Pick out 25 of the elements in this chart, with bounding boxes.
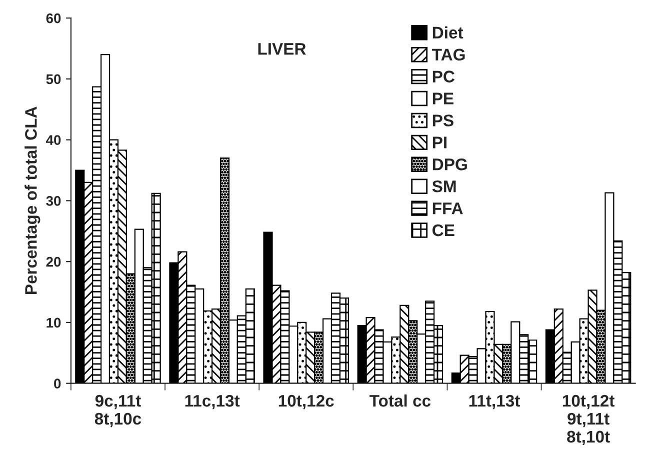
legend-label: FFA [432,202,463,214]
legend-label: SM [432,180,456,192]
y-tick-label: 20 [46,256,61,267]
x-tick-label: 9c,11t 8t,10c [94,394,142,428]
y-tick-label: 60 [46,13,61,24]
legend-label: DPG [432,158,467,170]
y-tick-label: 40 [46,135,61,145]
y-tick-label: 50 [46,74,61,84]
y-tick-label: 30 [46,196,61,206]
y-tick-label: 10 [46,318,61,328]
legend-label: PS [432,114,454,126]
y-tick-label: 0 [54,378,61,389]
x-tick-label: Total cc [369,394,431,407]
x-tick-label: 11t,13t [469,394,520,410]
legend-label: TAG [432,48,465,61]
text: LIVER [258,43,306,55]
x-tick-label: 10t,12t 9t,11t 8t,10t [562,394,614,446]
legend-label: CE [432,224,454,236]
y-axis-title: Percentage of total CLA [24,106,40,294]
x-tick-label: 10t,12c [278,394,334,410]
legend-label: PE [432,92,454,104]
x-tick-label: 11c,13t [185,394,240,410]
legend-label: PI [432,136,446,148]
legend-label: PC [432,70,455,82]
legend-label: Diet [432,26,464,39]
